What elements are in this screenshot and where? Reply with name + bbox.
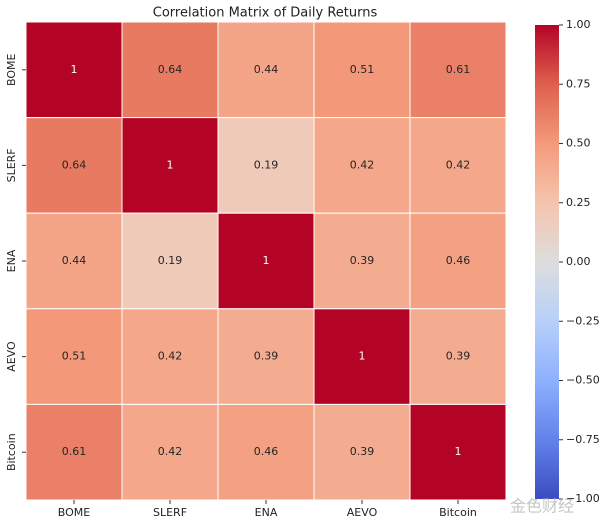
- cell-label: 0.46: [254, 445, 279, 458]
- cell-label: 0.42: [158, 445, 183, 458]
- x-tick-label: SLERF: [153, 506, 187, 519]
- colorbar-tick-label: −1.00: [566, 492, 600, 505]
- heatmap-cell: [217, 308, 315, 405]
- colorbar-tick-label: 0.75: [566, 77, 591, 90]
- heatmap-cell: [217, 212, 315, 310]
- cell-label: 0.44: [62, 254, 87, 267]
- colorbar-tick-label: −0.25: [566, 314, 600, 327]
- colorbar-tick-label: −0.50: [566, 374, 600, 387]
- cell-label: 0.39: [350, 254, 375, 267]
- chart-title: Correlation Matrix of Daily Returns: [153, 6, 378, 21]
- colorbar: [535, 25, 559, 499]
- heatmap-cell: [409, 21, 507, 119]
- cell-label: 1: [263, 254, 270, 267]
- heatmap-cell: [25, 403, 123, 501]
- cell-label: 0.61: [62, 445, 87, 458]
- cell-label: 1: [359, 350, 366, 363]
- cell-label: 0.19: [158, 254, 183, 267]
- watermark: 金色财经: [510, 497, 574, 516]
- heatmap-cell: [313, 308, 411, 405]
- cell-label: 0.64: [158, 63, 183, 76]
- cell-label: 0.51: [62, 350, 87, 363]
- y-tick-label: Bitcoin: [5, 433, 18, 471]
- cell-label: 0.46: [446, 254, 471, 267]
- heatmap-cell: [409, 308, 507, 405]
- colorbar-tick-label: 1.00: [566, 18, 591, 31]
- colorbar-tick-label: 0.25: [566, 196, 591, 209]
- cell-label: 0.64: [62, 158, 87, 171]
- heatmap-cell: [25, 117, 123, 214]
- cell-label: 0.39: [446, 350, 471, 363]
- y-tick-label: SLERF: [5, 148, 18, 182]
- heatmap-cell: [409, 117, 507, 214]
- cell-label: 0.39: [254, 350, 279, 363]
- heatmap-cell: [121, 403, 219, 501]
- heatmap-cell: [121, 308, 219, 405]
- colorbar-tick-label: 0.50: [566, 137, 591, 150]
- y-tick-label: AEVO: [5, 341, 18, 372]
- cell-label: 0.61: [446, 63, 471, 76]
- cell-label: 1: [71, 63, 78, 76]
- heatmap-cell: [217, 403, 315, 501]
- cell-label: 1: [455, 445, 462, 458]
- heatmap-cell: [121, 21, 219, 119]
- cell-label: 1: [167, 158, 174, 171]
- heatmap-cell: [409, 212, 507, 310]
- heatmap-cell: [121, 212, 219, 310]
- heatmap-cell: [217, 21, 315, 119]
- colorbar-tick-label: 0.00: [566, 255, 591, 268]
- y-tick-label: ENA: [5, 249, 18, 272]
- x-tick-label: AEVO: [347, 506, 378, 519]
- colorbar-tick-label: −0.75: [566, 433, 600, 446]
- heatmap-cell: [409, 403, 507, 501]
- x-tick-label: ENA: [255, 506, 278, 519]
- x-tick-label: BOME: [58, 506, 91, 519]
- cell-label: 0.42: [158, 350, 183, 363]
- cell-label: 0.19: [254, 158, 279, 171]
- cell-label: 0.51: [350, 63, 375, 76]
- heatmap-cell: [313, 21, 411, 119]
- heatmap-cell: [25, 21, 123, 119]
- x-tick-label: Bitcoin: [439, 506, 477, 519]
- cell-label: 0.42: [350, 158, 375, 171]
- cell-label: 0.39: [350, 445, 375, 458]
- cell-label: 0.42: [446, 158, 471, 171]
- cell-label: 0.44: [254, 63, 279, 76]
- y-tick-label: BOME: [5, 54, 18, 87]
- heatmap-cell: [313, 212, 411, 310]
- heatmap-cell: [217, 117, 315, 214]
